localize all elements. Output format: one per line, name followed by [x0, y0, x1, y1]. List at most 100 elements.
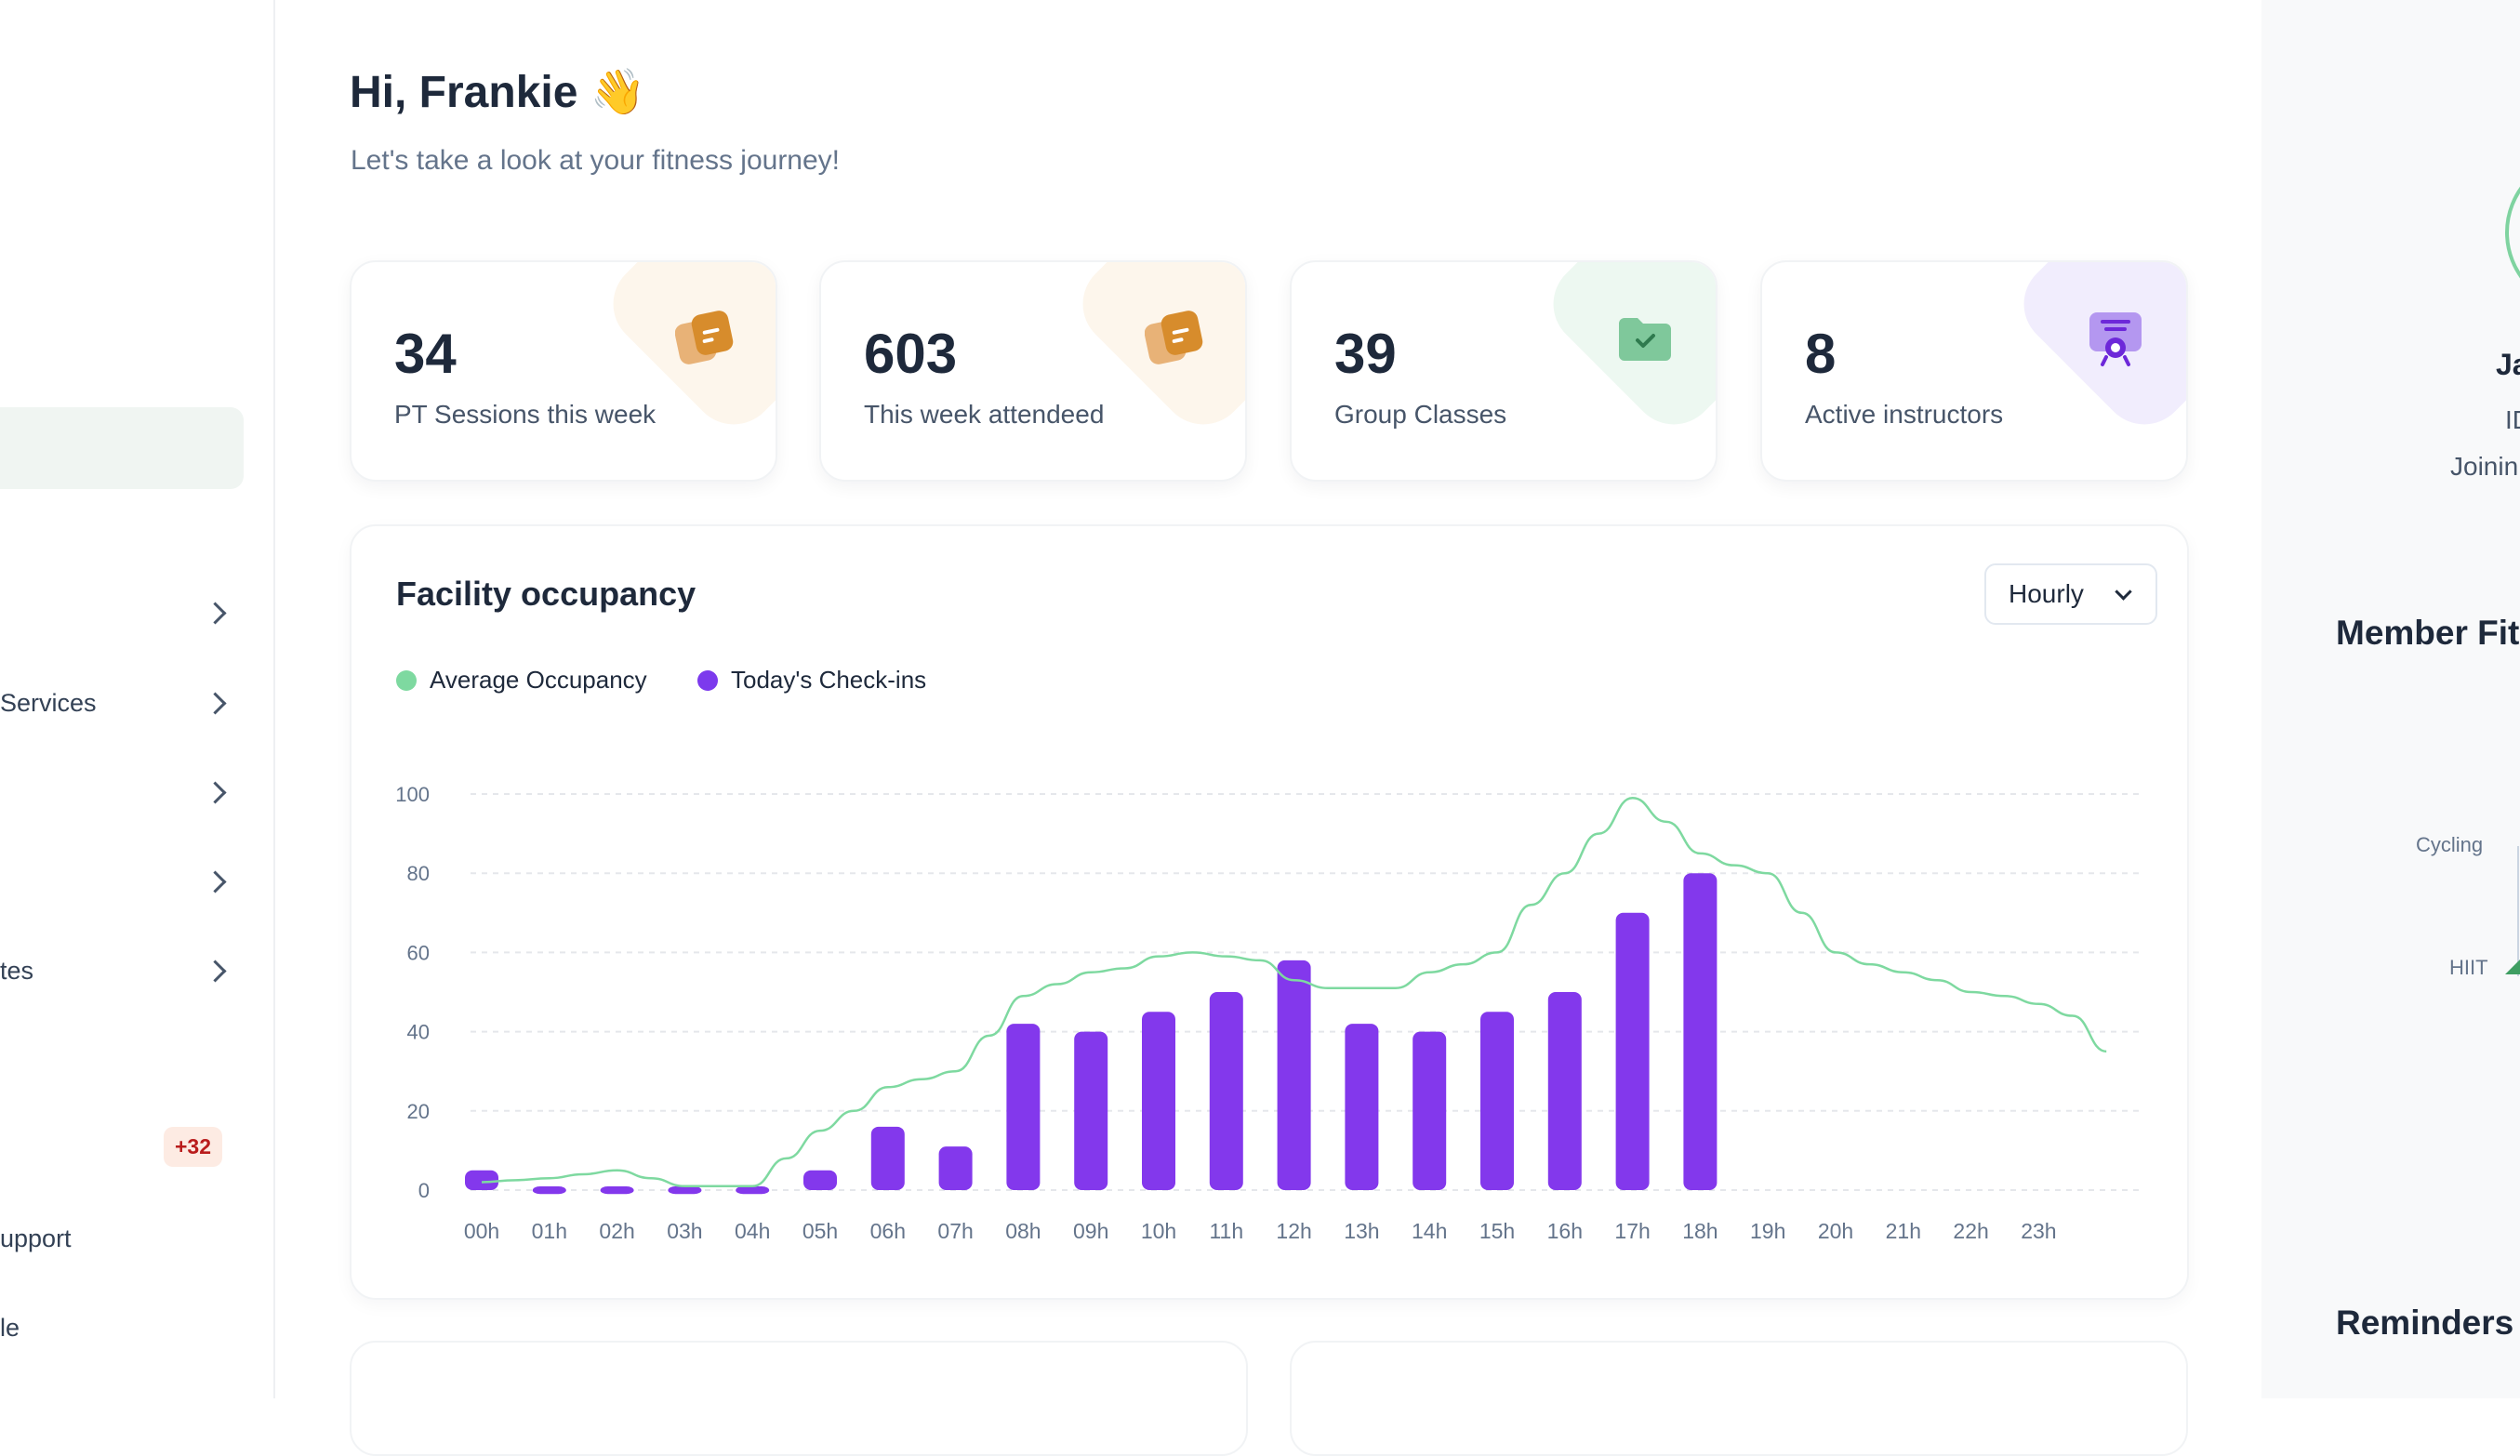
bar: [1615, 912, 1650, 1190]
sidebar: Services tes +32 upport le: [0, 0, 275, 1398]
y-tick-label: 60: [407, 941, 430, 964]
series-line-average-occupancy: [481, 797, 2107, 1187]
x-tick-label: 13h: [1344, 1219, 1379, 1243]
legend-label: Average Occupancy: [430, 666, 647, 694]
y-tick-label: 40: [407, 1021, 430, 1044]
bar: [1074, 1031, 1108, 1190]
chevron-right-icon: [204, 959, 227, 983]
x-tick-label: 19h: [1750, 1219, 1785, 1243]
occupancy-chart: 0 20 40 60 80 100 00h 01h 02h 03h 04h 05h 06h 07h 08h 0…: [395, 783, 2141, 1243]
bar: [1413, 1031, 1447, 1190]
bar: [938, 1146, 973, 1190]
x-tick-label: 07h: [937, 1219, 973, 1243]
notification-badge: +32: [164, 1127, 223, 1167]
stat-label: Active instructors: [1805, 400, 2004, 429]
member-name: Ja: [2496, 348, 2520, 381]
x-tick-label: 02h: [599, 1219, 634, 1243]
stat-card-pt-sessions[interactable]: 34 PT Sessions this week: [350, 260, 777, 482]
bar: [803, 1170, 837, 1190]
x-tick-label: 16h: [1547, 1219, 1583, 1243]
sidebar-item-5[interactable]: tes: [0, 947, 232, 994]
legend-item-average[interactable]: Average Occupancy: [396, 666, 647, 695]
stat-label: This week attendeed: [864, 400, 1105, 429]
folder-check-icon: [1619, 318, 1671, 361]
profile-panel: Ja ID Joinin Member Fit Cycling HIIT Rem…: [2261, 0, 2520, 1398]
sidebar-item-label: tes: [0, 956, 34, 985]
page-title: Hi, Frankie 👋: [350, 68, 646, 117]
page-subtitle: Let's take a look at your fitness journe…: [351, 145, 841, 176]
member-id: ID: [2505, 405, 2520, 434]
x-tick-label: 11h: [1209, 1219, 1243, 1243]
section-title-reminders: Reminders: [2336, 1304, 2514, 1342]
sidebar-item-label: le: [0, 1313, 20, 1342]
stat-value: 603: [864, 323, 958, 385]
x-tick-label: 14h: [1412, 1219, 1447, 1243]
sidebar-item-4[interactable]: [0, 858, 232, 905]
x-tick-label: 20h: [1818, 1219, 1853, 1243]
x-tick-label: 08h: [1005, 1219, 1041, 1243]
avatar[interactable]: [2505, 154, 2520, 311]
stat-value: 8: [1805, 323, 1837, 385]
bar: [736, 1186, 770, 1195]
chevron-right-icon: [204, 691, 227, 715]
bar: [1547, 992, 1582, 1190]
bar: [532, 1186, 566, 1195]
x-tick-label: 03h: [667, 1219, 702, 1243]
document-icon: [1145, 311, 1203, 364]
sidebar-item-label: upport: [0, 1224, 72, 1252]
bottom-card-right: [1290, 1341, 2188, 1456]
x-tick-label: 04h: [735, 1219, 770, 1243]
x-tick-label: 00h: [464, 1219, 499, 1243]
joining-date: Joinin: [2450, 452, 2519, 481]
section-title-member-fitness: Member Fit: [2336, 614, 2520, 652]
panel-title: Facility occupancy: [396, 575, 696, 613]
bar: [1277, 960, 1311, 1190]
y-tick-label: 100: [395, 783, 430, 806]
y-tick-label: 0: [418, 1179, 430, 1202]
x-tick-label: 05h: [802, 1219, 838, 1243]
bar: [1480, 1012, 1514, 1190]
x-tick-label: 10h: [1141, 1219, 1176, 1243]
sidebar-item-support[interactable]: upport: [0, 1215, 232, 1262]
legend-dot: [396, 669, 417, 691]
stat-label: Group Classes: [1334, 400, 1507, 429]
document-icon: [675, 311, 734, 364]
stat-label: PT Sessions this week: [394, 400, 657, 429]
sidebar-item-3[interactable]: [0, 769, 232, 815]
x-tick-label: 18h: [1682, 1219, 1718, 1243]
bar: [1209, 992, 1243, 1190]
radar-axis-label: Cycling: [2416, 833, 2484, 856]
stat-card-instructors[interactable]: 8 Active instructors: [1760, 260, 2188, 482]
x-tick-label: 09h: [1073, 1219, 1108, 1243]
x-tick-label: 06h: [870, 1219, 906, 1243]
legend-label: Today's Check-ins: [731, 666, 927, 694]
interval-dropdown[interactable]: Hourly: [1984, 563, 2157, 625]
chevron-right-icon: [204, 869, 227, 893]
x-tick-label: 22h: [1953, 1219, 1988, 1243]
x-tick-label: 01h: [532, 1219, 567, 1243]
x-tick-label: 12h: [1276, 1219, 1311, 1243]
legend-item-checkins[interactable]: Today's Check-ins: [697, 666, 926, 695]
sidebar-item-7[interactable]: le: [0, 1304, 232, 1351]
sidebar-item-1[interactable]: [0, 589, 232, 636]
x-tick-label: 23h: [2021, 1219, 2056, 1243]
sidebar-item-services[interactable]: Services: [0, 680, 232, 726]
radar-axis-label: HIIT: [2449, 956, 2488, 979]
legend-dot: [697, 669, 718, 691]
certificate-icon: [2089, 312, 2142, 366]
x-tick-label: 15h: [1479, 1219, 1515, 1243]
bar: [1345, 1024, 1379, 1190]
stat-value: 34: [394, 323, 457, 385]
bottom-card-left: [350, 1341, 1248, 1456]
stat-value: 39: [1334, 323, 1397, 385]
stat-card-attended[interactable]: 603 This week attendeed: [819, 260, 1247, 482]
stat-card-group-classes[interactable]: 39 Group Classes: [1290, 260, 1718, 482]
sidebar-active-item[interactable]: [0, 407, 244, 489]
bar: [1683, 873, 1718, 1190]
bar: [1006, 1024, 1041, 1190]
bar: [870, 1126, 905, 1190]
x-tick-label: 21h: [1886, 1219, 1921, 1243]
radar-chart: [2505, 846, 2520, 976]
y-tick-label: 80: [407, 862, 430, 885]
sidebar-item-label: Services: [0, 688, 97, 717]
